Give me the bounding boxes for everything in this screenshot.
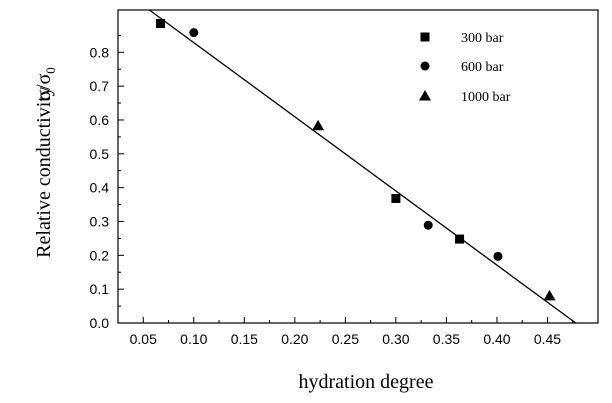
y-axis-symbol-sub: 0 <box>43 67 58 74</box>
y-tick-labels: 0.0 0.1 0.2 0.3 0.4 0.5 0.6 0.7 0.8 <box>90 44 110 331</box>
y-axis-symbol-base: σ/σ <box>33 73 55 100</box>
x-tick-label: 0.45 <box>534 331 561 347</box>
x-axis-title: hydration degree <box>299 371 434 393</box>
data-point-circle <box>423 220 433 230</box>
fit-line-group <box>148 9 577 324</box>
data-point-square <box>391 193 401 203</box>
data-point-triangle <box>543 289 556 301</box>
y-tick-label: 0.0 <box>90 315 110 331</box>
y-tick-label: 0.2 <box>90 247 110 263</box>
y-axis-symbol: σ/σ0 <box>33 67 58 101</box>
legend-label: 600 bar <box>461 60 504 75</box>
data-point-circle <box>493 251 503 261</box>
legend-marker-circle <box>420 61 430 71</box>
legend-marker-triangle <box>419 90 431 101</box>
fit-line <box>148 9 577 324</box>
x-tick-label: 0.10 <box>180 331 207 347</box>
data-points <box>155 19 556 301</box>
x-tick-label: 0.35 <box>433 331 460 347</box>
legend-label: 1000 bar <box>461 90 511 105</box>
data-point-square <box>155 19 165 29</box>
y-tick-label: 0.6 <box>90 112 110 128</box>
y-tick-label: 0.3 <box>90 213 110 229</box>
plot-axes <box>117 9 599 324</box>
data-point-square <box>455 234 465 244</box>
y-tick-label: 0.7 <box>90 78 110 94</box>
x-tick-label: 0.20 <box>281 331 308 347</box>
x-tick-label: 0.15 <box>231 331 258 347</box>
tick-marks <box>118 34 574 324</box>
legend-marker-square <box>420 32 430 42</box>
x-tick-label: 0.25 <box>332 331 359 347</box>
data-point-circle <box>189 28 199 38</box>
y-tick-label: 0.1 <box>90 281 110 297</box>
x-tick-labels: 0.05 0.10 0.15 0.20 0.25 0.30 0.35 0.40 0.45 <box>130 331 562 347</box>
x-tick-label: 0.30 <box>382 331 409 347</box>
y-tick-label: 0.4 <box>90 180 110 196</box>
x-tick-label: 0.05 <box>130 331 157 347</box>
y-tick-label: 0.8 <box>90 44 110 60</box>
data-point-triangle <box>312 119 325 131</box>
y-axis-title: Relative conductivity <box>33 86 55 258</box>
legend: 300 bar 600 bar 1000 bar <box>419 31 511 105</box>
y-tick-label: 0.5 <box>90 146 110 162</box>
plot-frame <box>117 9 599 324</box>
legend-label: 300 bar <box>461 31 504 46</box>
x-tick-label: 0.40 <box>483 331 510 347</box>
